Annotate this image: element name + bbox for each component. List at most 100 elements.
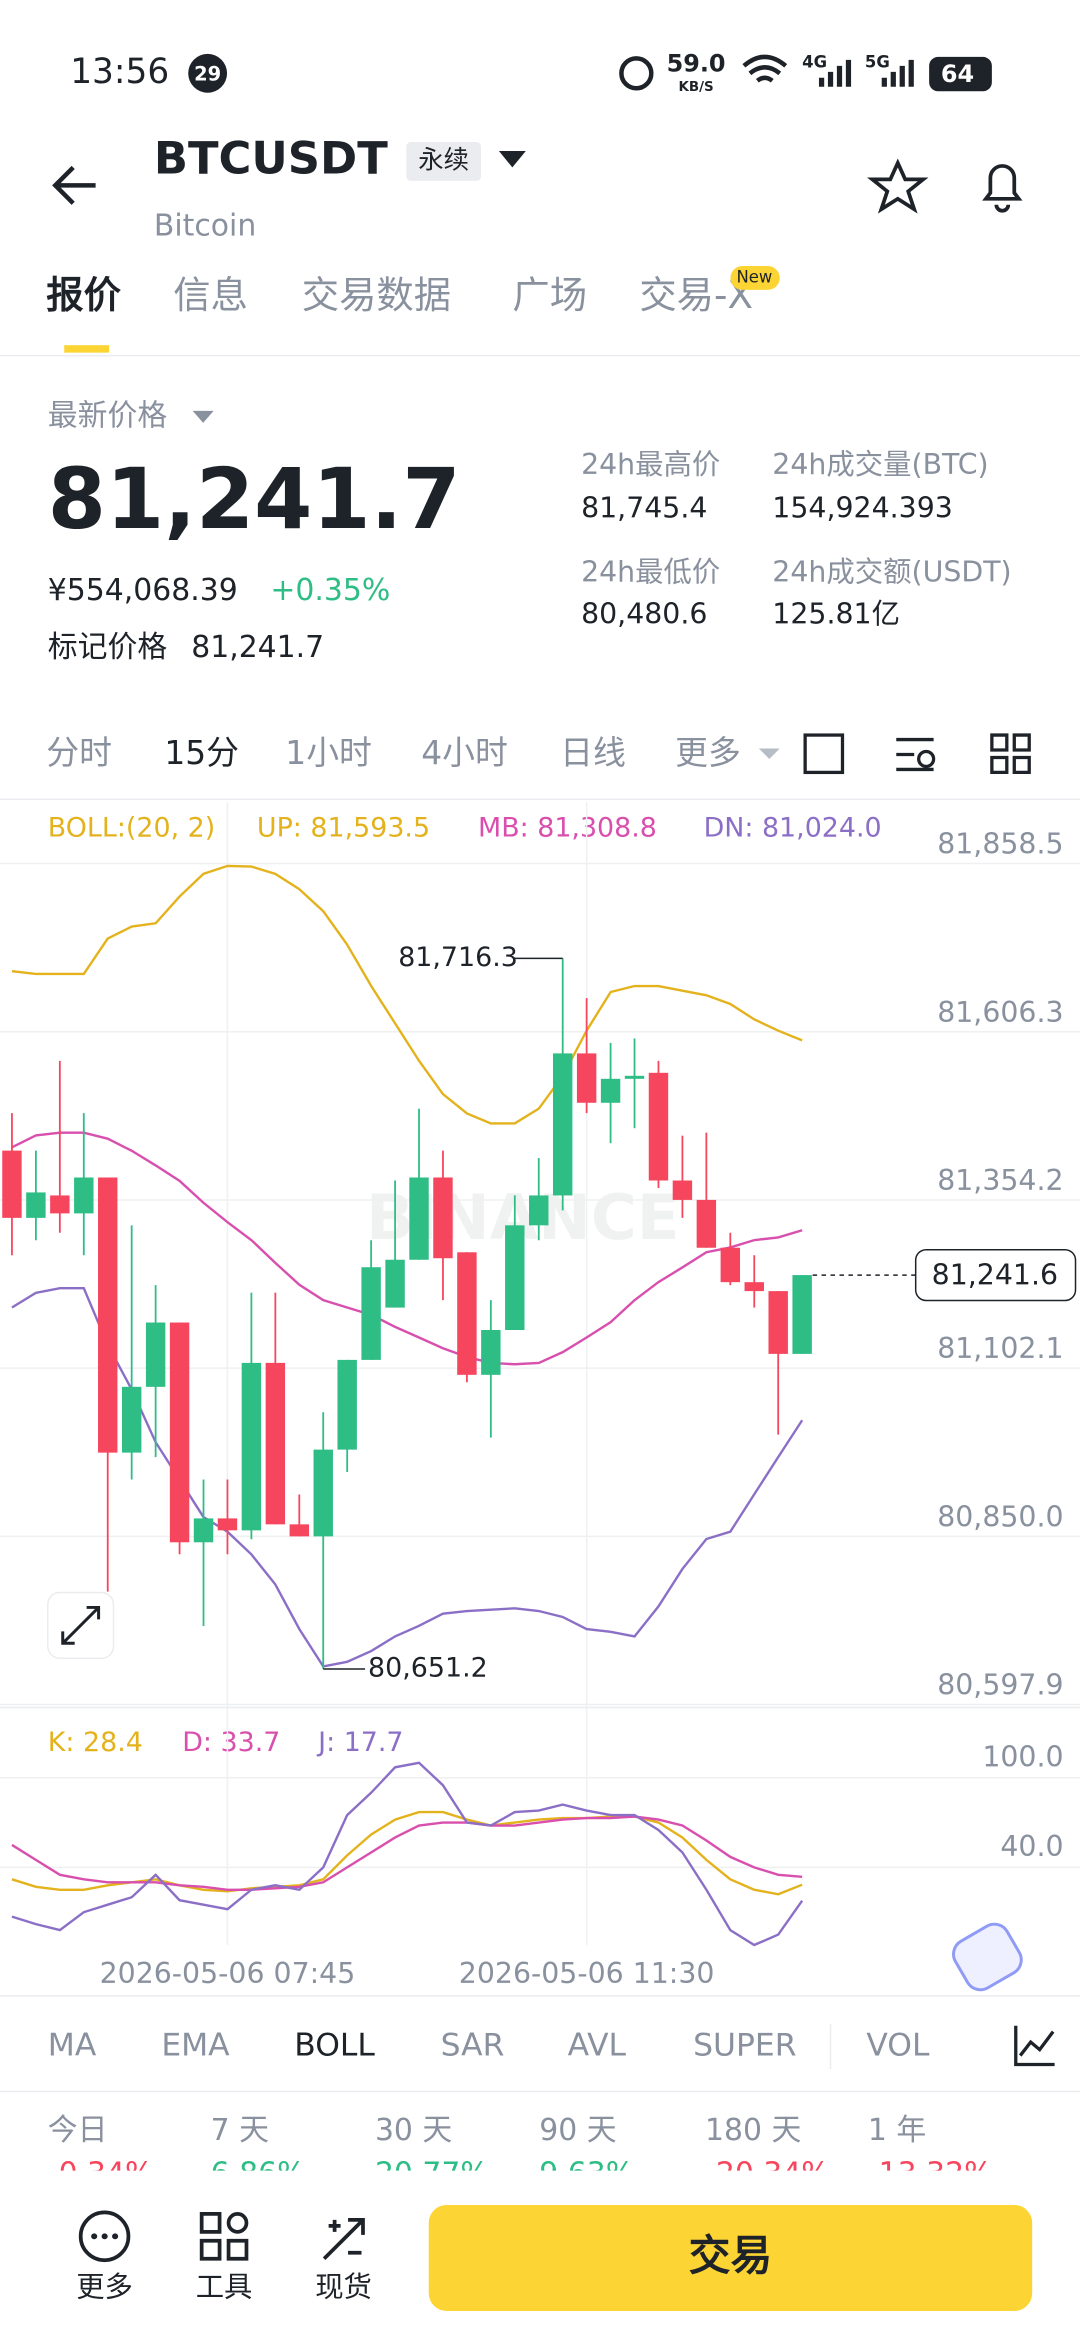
back-button[interactable]	[52, 165, 96, 205]
kdj-line	[11, 1810, 803, 1896]
candle-body	[265, 1362, 286, 1525]
plot	[0, 802, 1080, 1947]
net-4g: 4G	[802, 52, 827, 71]
trade-button-label[interactable]: 交易	[689, 2231, 773, 2280]
boll-legend: UP: 81,593.5	[257, 813, 430, 844]
interval[interactable]: 1小时	[285, 733, 372, 772]
candle-body	[600, 1078, 621, 1103]
battery-level: 64	[941, 60, 974, 88]
nav-label[interactable]: 更多	[76, 2271, 133, 2304]
alert-button[interactable]	[982, 164, 1023, 213]
tab[interactable]: 报价	[46, 273, 121, 317]
stat-label: 24h成交量(BTC)	[772, 448, 988, 481]
candle-body	[433, 1177, 453, 1259]
perf-value: 9.63%	[539, 2157, 634, 2192]
indicator[interactable]: AVL	[568, 2028, 627, 2064]
stat-value: 81,745.4	[581, 492, 707, 525]
indicator[interactable]: MA	[48, 2028, 97, 2064]
indicator[interactable]: SAR	[441, 2028, 505, 2064]
signal-icon	[881, 59, 914, 87]
badge-bg	[188, 53, 228, 93]
assistant-button[interactable]	[948, 1919, 1027, 1995]
stat-label: 24h成交额(USDT)	[772, 556, 1011, 589]
tag: 永续	[418, 144, 469, 174]
candle-body	[552, 1053, 573, 1196]
indicator[interactable]: BOLL	[294, 2028, 375, 2064]
interval[interactable]: 日线	[560, 733, 626, 772]
last-price-box	[914, 1248, 1077, 1302]
asset-name: Bitcoin	[154, 209, 256, 244]
candle-body	[481, 1329, 501, 1375]
boll-legend: DN: 81,024.0	[704, 813, 882, 844]
more-dropdown[interactable]	[758, 748, 780, 759]
net-speed: 59.0	[667, 49, 726, 77]
mark-price: 81,241.7	[191, 630, 324, 665]
candle-body	[457, 1252, 477, 1375]
y-tick-label: 81,102.1	[937, 1332, 1063, 1365]
nav-icon	[199, 2212, 249, 2261]
candle-body	[505, 1225, 525, 1330]
perf-value: 6.86%	[211, 2157, 306, 2192]
boll-line	[11, 1287, 804, 1668]
candle-body	[409, 1177, 429, 1260]
y-tick-label: 80,850.0	[937, 1500, 1063, 1533]
indicator-settings[interactable]	[1014, 2025, 1055, 2067]
new-badge: New	[736, 267, 772, 286]
stat-label: 24h最低价	[581, 556, 720, 589]
candle-body	[50, 1195, 70, 1214]
y-tick-label: 100.0	[982, 1740, 1063, 1773]
kdj-line	[11, 1761, 804, 1947]
boll-legend: MB: 81,308.8	[478, 813, 657, 844]
nav-icon	[226, 2212, 249, 2234]
interval[interactable]: 更多	[675, 733, 741, 772]
nav-icon	[78, 2210, 131, 2263]
net-5g: 5G	[865, 52, 890, 71]
layout-button[interactable]	[990, 733, 1031, 775]
indicator[interactable]: SUPER	[693, 2028, 796, 2064]
boll-line	[11, 864, 803, 1125]
candle-body	[648, 1072, 669, 1181]
mark-price-label: 标记价格	[48, 630, 168, 665]
trade-button[interactable]	[428, 2204, 1033, 2312]
stat-value: 125.81亿	[772, 598, 900, 631]
boll-line	[11, 1131, 803, 1366]
kdj-legend: D: 33.7	[182, 1727, 280, 1758]
favorite-button[interactable]	[867, 158, 929, 214]
kdj-legend: J: 17.7	[316, 1727, 403, 1758]
tab[interactable]: 广场	[512, 273, 587, 317]
candle-body	[624, 1075, 645, 1079]
indicator[interactable]: VOL	[866, 2028, 930, 2064]
x-tick-label: 2026-05-06 07:45	[100, 1957, 356, 1990]
price-change: +0.35%	[270, 573, 390, 608]
nav-label[interactable]: 工具	[196, 2271, 253, 2304]
signal-icon	[818, 59, 852, 87]
wifi-icon	[742, 54, 788, 83]
cny-price: ¥554,068.39	[48, 573, 238, 608]
interval[interactable]: 15分	[164, 733, 239, 772]
performance-values: -0.34% 6.86% 20.77% 9.63% -20.34% -13.32%	[48, 2157, 993, 2192]
interval[interactable]: 分时	[46, 733, 112, 772]
candle-body	[744, 1282, 764, 1292]
depth-button[interactable]	[803, 733, 845, 775]
candle-body	[289, 1524, 310, 1537]
candle-body	[121, 1386, 142, 1453]
stat-value: 80,480.6	[581, 598, 707, 631]
interval[interactable]: 4小时	[421, 733, 508, 772]
settings-button[interactable]	[896, 737, 934, 772]
symbol-dropdown[interactable]	[498, 151, 526, 168]
price-dropdown[interactable]	[192, 410, 214, 423]
candle-body	[361, 1267, 381, 1360]
performance: -0.34% 6.86% 20.77% 9.63% -20.34% -13.32% 今日 7 …	[48, 2113, 993, 2192]
candle-body	[74, 1177, 94, 1214]
indicator[interactable]: EMA	[161, 2028, 230, 2064]
nav-label[interactable]: 现货	[315, 2271, 372, 2304]
tab[interactable]: 信息	[173, 273, 248, 317]
settings-icon	[917, 749, 936, 769]
candle-body	[720, 1247, 741, 1283]
y-tick-label: 40.0	[1000, 1830, 1063, 1863]
candle-body	[98, 1177, 118, 1453]
tab[interactable]: 交易数据	[302, 273, 451, 317]
perf-value: -20.34%	[705, 2157, 830, 2192]
clock: 13:56	[70, 52, 169, 92]
